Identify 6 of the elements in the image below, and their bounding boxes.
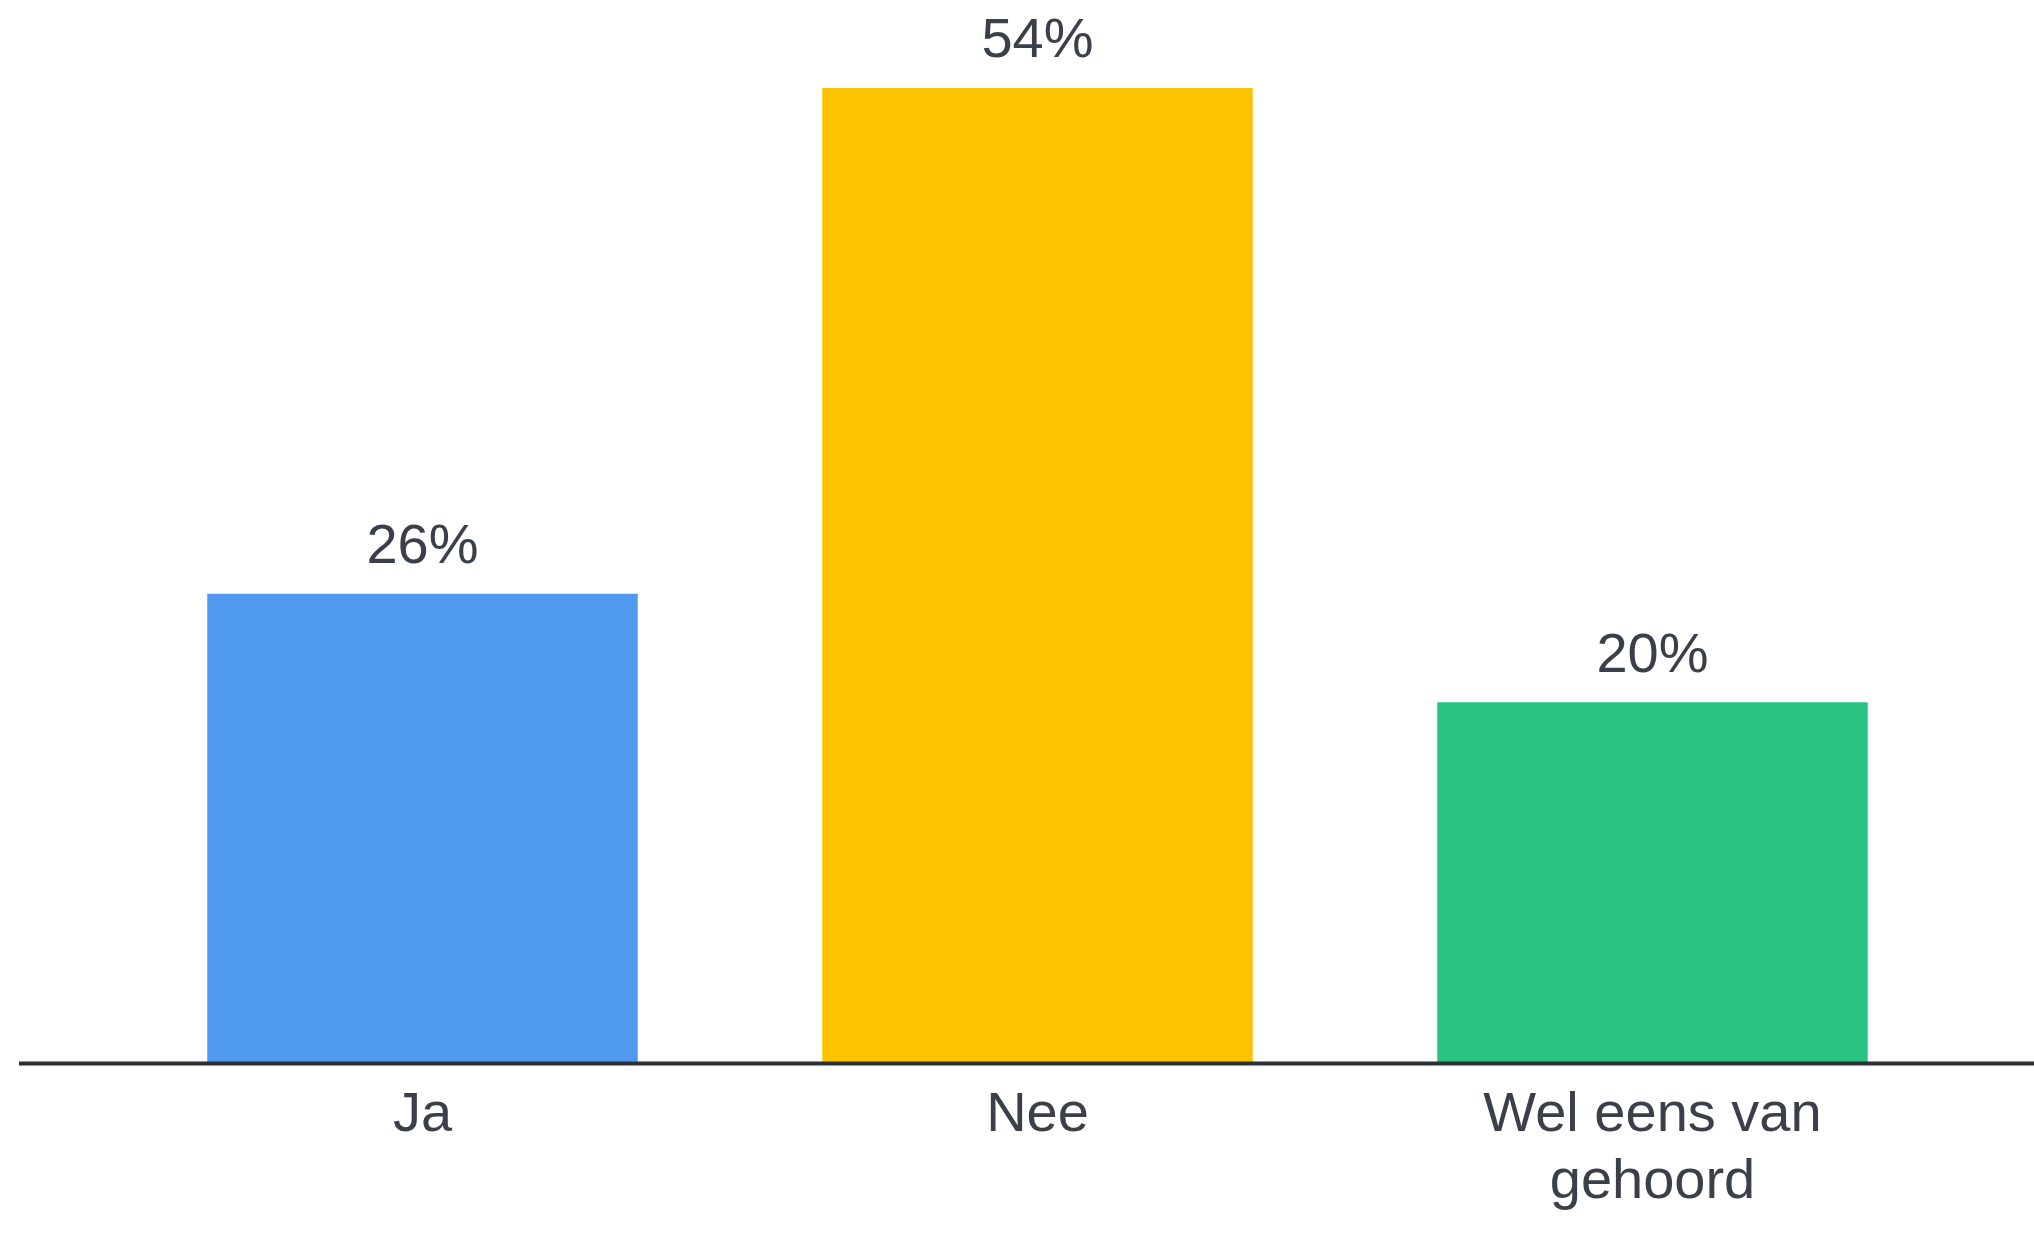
- data-label: 26%: [366, 512, 479, 576]
- x-tick-label: Ja: [392, 1079, 453, 1143]
- data-label: 20%: [1596, 620, 1709, 684]
- data-label: 54%: [981, 6, 1094, 70]
- x-tick-label: Wel eens van gehoord: [1483, 1079, 1822, 1210]
- x-tick-label: Nee: [986, 1079, 1089, 1143]
